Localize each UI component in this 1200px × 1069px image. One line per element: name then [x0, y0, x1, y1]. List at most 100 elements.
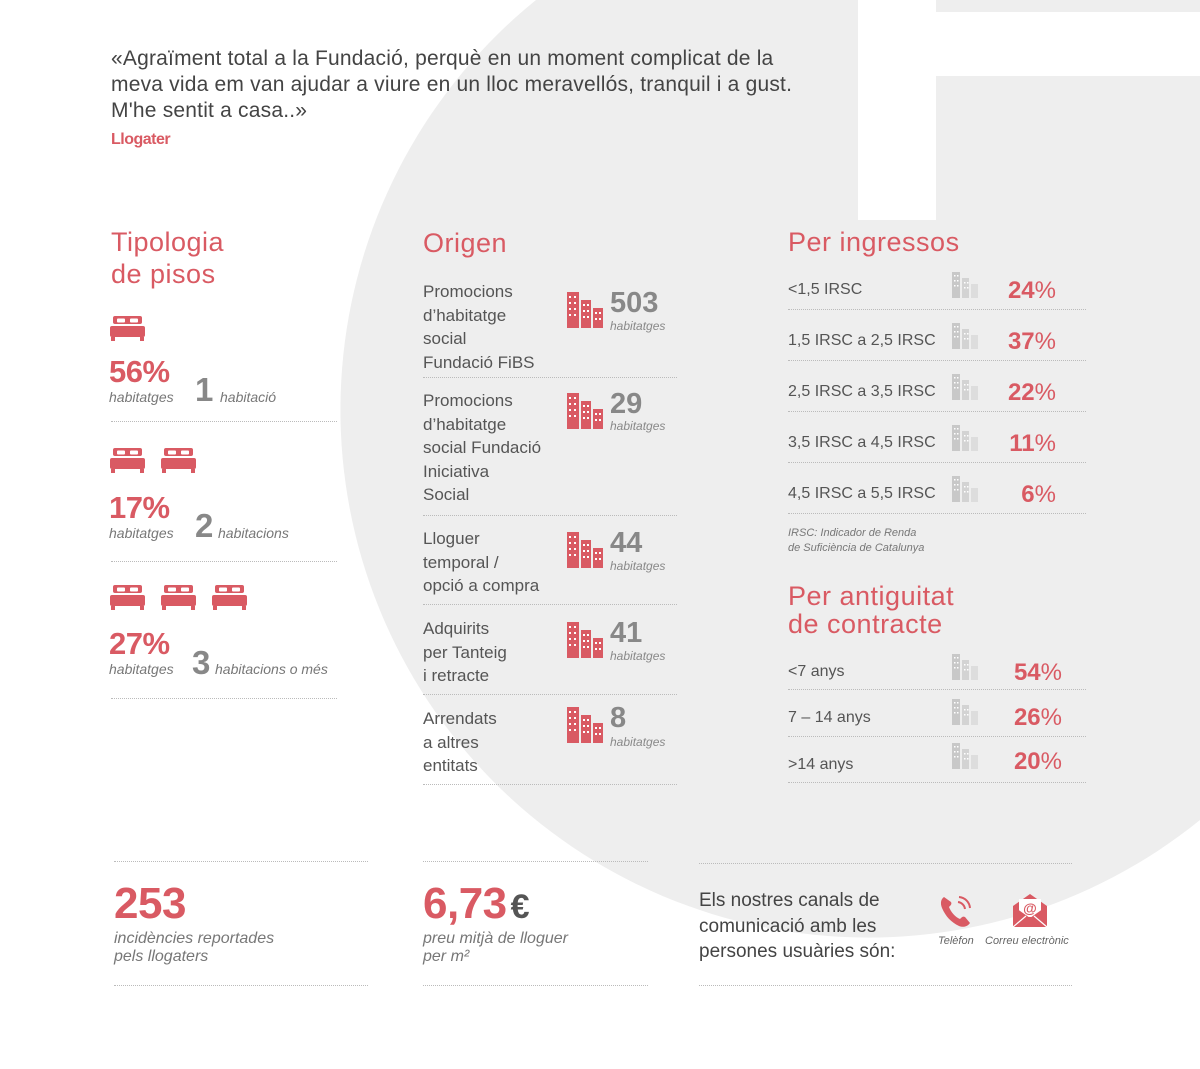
svg-text:@: @ — [1023, 900, 1037, 916]
origen-value: 8 — [610, 702, 627, 734]
antiguitat-title-line: Per antiguitat — [788, 581, 955, 611]
antiguitat-title-line: de contracte — [788, 609, 943, 639]
canals-text-line: comunicació amb les — [699, 915, 877, 937]
origen-label-line: Arrendats — [423, 709, 497, 728]
building-icon-grey — [952, 323, 978, 349]
percent-sign: % — [1034, 481, 1056, 508]
divider — [788, 513, 1086, 514]
building-icon — [567, 622, 603, 658]
bed-icon — [110, 448, 145, 473]
ingressos-label: 2,5 IRSC a 3,5 IRSC — [788, 383, 936, 400]
building-icon-grey — [952, 272, 978, 298]
tipologia-label: habitacions o més — [215, 661, 328, 677]
preu-label: preu mitjà de lloguer per m² — [423, 930, 568, 966]
origen-value: 44 — [610, 527, 643, 559]
divider — [788, 309, 1086, 310]
tipologia-item-1 — [110, 316, 145, 341]
quote-line: M'he sentit a casa..» — [111, 99, 308, 122]
origen-label-line: opció a compra — [423, 576, 540, 595]
origen-label-line: social — [423, 329, 467, 348]
preu-label-line: preu mitjà de lloguer — [423, 930, 568, 947]
divider — [788, 462, 1086, 463]
origen-label-line: d’habitatge — [423, 414, 507, 434]
ingressos-value-number: 6 — [1021, 481, 1035, 508]
origen-value: 503 — [610, 287, 659, 319]
tipologia-count: 1 — [195, 371, 214, 408]
building-icon — [567, 532, 603, 568]
origen-item: Promocions d’habitatge social Fundació I… — [423, 389, 677, 513]
tipologia-title: Tipologia de pisos — [111, 226, 224, 290]
antiguitat-value-number: 20 — [1013, 748, 1041, 775]
divider — [114, 985, 368, 986]
tipologia-percent: 17% — [109, 490, 170, 525]
building-icon-grey — [952, 743, 978, 769]
tipologia-label: habitacions — [218, 525, 289, 541]
divider — [699, 985, 1072, 986]
testimonial-quote: «Agraïment total a la Fundació, perquè e… — [111, 46, 891, 124]
tipologia-item-3 — [110, 585, 247, 610]
ingressos-row: <1,5 IRSC 24% — [788, 259, 1086, 310]
preu-value: 6,73 € — [423, 881, 530, 927]
divider — [423, 784, 677, 785]
percent-sign: % — [1034, 379, 1056, 406]
antiguitat-value: 54% — [1014, 659, 1062, 687]
bed-icon — [110, 585, 145, 610]
incidencies-label: incidències reportades pels llogaters — [114, 930, 274, 966]
antiguitat-value-number: 26 — [1013, 704, 1041, 731]
origen-label-line: Fundació FiBS — [423, 352, 535, 372]
origen-label-line: Iniciativa — [423, 461, 490, 481]
origen-item: Lloguer temporal / opció a compra 44 hab… — [423, 527, 677, 603]
divider — [423, 377, 677, 378]
ingressos-row: 2,5 IRSC a 3,5 IRSC 22% — [788, 361, 1086, 412]
ingressos-value-number: 22 — [1007, 379, 1035, 406]
ingressos-label: 1,5 IRSC a 2,5 IRSC — [788, 332, 936, 349]
origen-label-line: Lloguer — [423, 529, 480, 548]
origen-label-line: Promocions — [423, 282, 513, 301]
ingressos-value: 6% — [1021, 481, 1056, 509]
irsc-note-line: IRSC: Indicador de Renda — [788, 527, 917, 539]
divider — [423, 604, 677, 605]
antiguitat-value: 20% — [1014, 748, 1062, 776]
building-icon-grey — [952, 374, 978, 400]
incidencies-value: 253 — [114, 879, 186, 928]
quote-author: Llogater — [111, 131, 171, 148]
antiguitat-value: 26% — [1014, 704, 1062, 732]
divider — [114, 861, 368, 862]
antiguitat-row: 7 – 14 anys 26% — [788, 690, 1086, 737]
antiguitat-title: Per antiguitat de contracte — [788, 582, 954, 638]
origen-label: Lloguer temporal / opció a compra — [423, 527, 677, 598]
tipologia-unit: habitatges — [109, 661, 174, 677]
building-icon — [567, 707, 603, 743]
bed-icons — [110, 448, 196, 473]
building-icon — [567, 393, 603, 429]
origen-label-line: a altres — [423, 732, 479, 752]
tipologia-label: habitació — [220, 389, 277, 405]
origen-unit: habitatges — [610, 419, 666, 433]
tipologia-count: 3 — [192, 644, 211, 681]
ingressos-title: Per ingressos — [788, 227, 960, 257]
ingressos-row: 3,5 IRSC a 4,5 IRSC 11% — [788, 412, 1086, 463]
divider — [788, 689, 1086, 690]
ingressos-value-number: 37 — [1007, 328, 1035, 355]
divider — [788, 736, 1086, 737]
origen-unit: habitatges — [610, 559, 666, 573]
email-icon: @ — [1012, 894, 1048, 928]
tipologia-unit: habitatges — [109, 389, 174, 405]
incidencies-label-line: pels llogaters — [114, 948, 209, 965]
euro-sign: € — [510, 888, 530, 926]
origen-label-line: Promocions — [423, 391, 513, 410]
quote-line: «Agraïment total a la Fundació, perquè e… — [111, 47, 774, 70]
building-icon-grey — [952, 699, 978, 725]
irsc-note: IRSC: Indicador de Renda de Suficiència … — [788, 526, 924, 556]
divider — [788, 360, 1086, 361]
origen-label: Promocions d’habitatge social Fundació F… — [423, 280, 677, 374]
origen-unit: habitatges — [610, 735, 666, 749]
antiguitat-label: 7 – 14 anys — [788, 709, 871, 726]
origen-item: Adquirits per Tanteig i retracte 41 habi… — [423, 617, 677, 693]
preu-number: 6,73 — [423, 879, 507, 928]
origen-label-line: temporal / — [423, 552, 499, 572]
origen-label-line: Social — [423, 485, 470, 504]
origen-label: Promocions d’habitatge social Fundació I… — [423, 389, 677, 507]
building-icon — [567, 292, 603, 328]
origen-label-line: per Tanteig — [423, 642, 507, 662]
